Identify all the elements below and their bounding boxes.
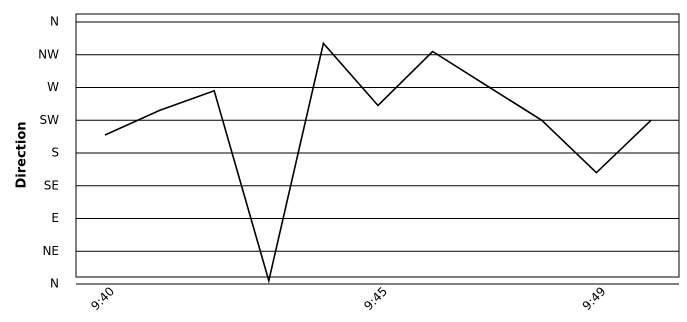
x-axis-ticks: 9:40 9:45 9:49 bbox=[88, 284, 608, 313]
y-tick-label: SE bbox=[44, 178, 59, 192]
y-axis-title: Direction bbox=[15, 121, 30, 188]
plot-frame bbox=[75, 13, 680, 278]
y-axis-ticks: N NE E SE S SW W NW N bbox=[38, 15, 59, 291]
y-tick-label: N bbox=[50, 15, 59, 29]
series-group bbox=[104, 41, 652, 284]
y-tick-label: NE bbox=[42, 244, 59, 258]
y-tick-label: SW bbox=[40, 113, 60, 127]
y-tick-label: N bbox=[50, 277, 59, 291]
grid-lines bbox=[76, 21, 679, 285]
plot-border bbox=[75, 13, 680, 278]
x-tick-label: 9:45 bbox=[361, 284, 390, 313]
y-tick-label: W bbox=[47, 80, 59, 94]
x-tick-label: 9:40 bbox=[88, 284, 117, 313]
y-tick-label: NW bbox=[38, 47, 59, 61]
y-tick-label: S bbox=[51, 146, 59, 160]
series-line bbox=[104, 41, 652, 284]
x-tick-label: 9:49 bbox=[580, 284, 609, 313]
y-tick-label: E bbox=[51, 211, 59, 225]
